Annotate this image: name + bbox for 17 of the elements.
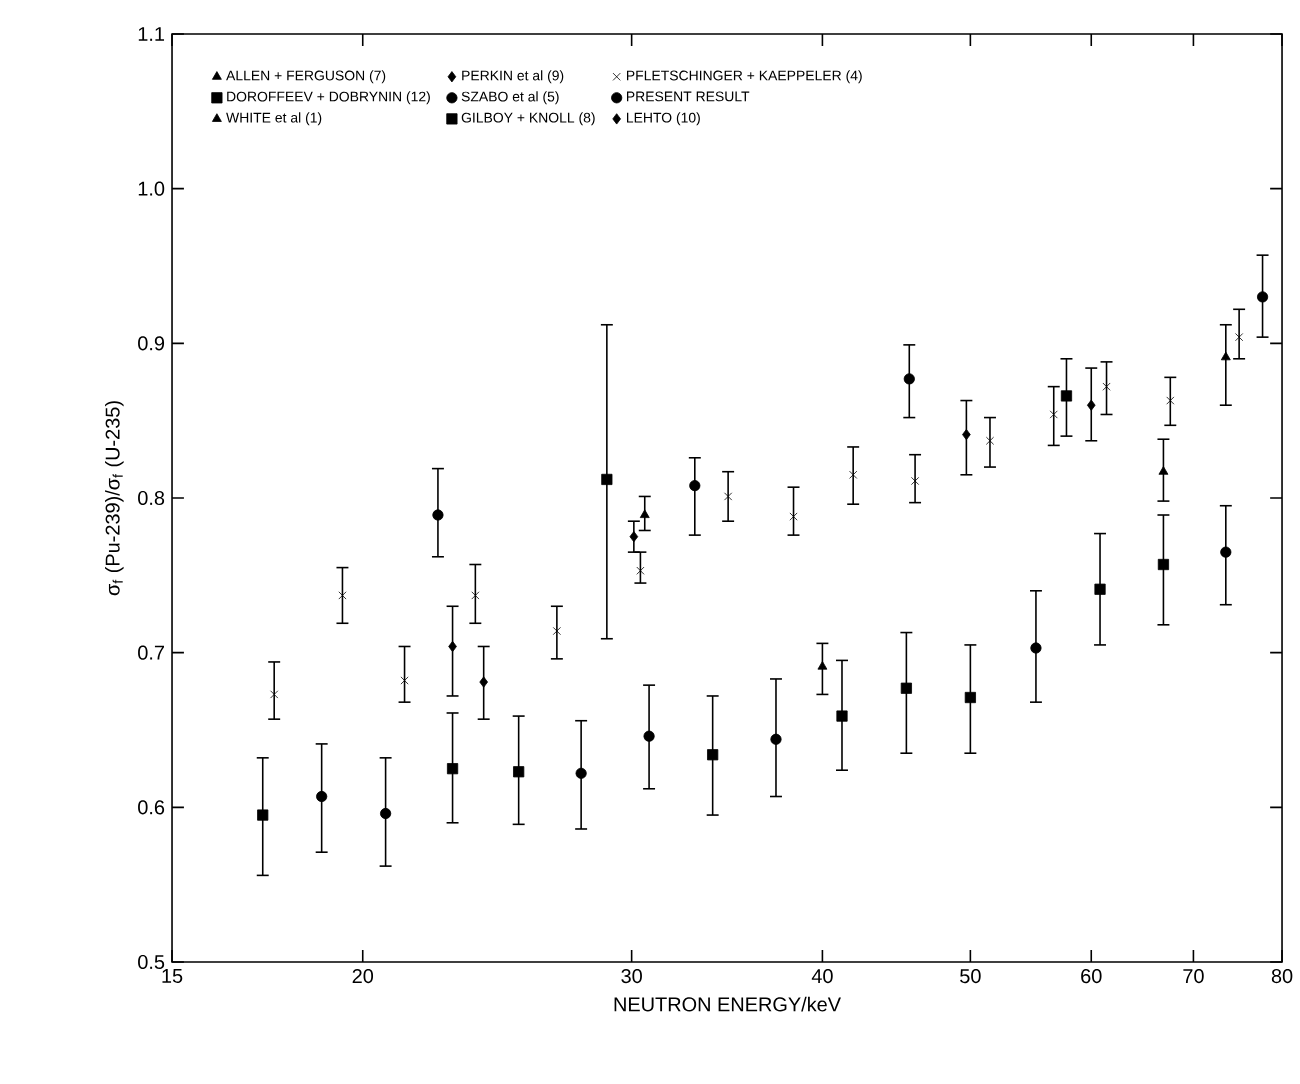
y-tick-label: 0.5	[138, 954, 165, 970]
y-tick-label: 1.1	[138, 27, 165, 41]
x-tick-label: 40	[811, 969, 833, 984]
x-tick-label: 30	[621, 969, 642, 984]
x-tick-label: 70	[1183, 969, 1204, 984]
y-tick-label: 0.6	[138, 800, 165, 815]
x-tick-label: 80	[1271, 969, 1293, 984]
x-tick-label: 20	[352, 969, 374, 984]
x-tick-label: 15	[162, 969, 183, 983]
y-axis-title: σ$_{f}$ (Pu-239)/σ$_{f}$ (U-235)	[105, 401, 124, 596]
y-tick-label: 0.7	[138, 645, 164, 660]
x-tick-label: 60	[1081, 969, 1102, 984]
x-axis-title: NEUTRON ENERGY/keV	[614, 996, 841, 1012]
y-tick-label: 0.9	[138, 336, 165, 351]
x-tick-label: 50	[960, 969, 981, 984]
y-tick-label: 1.0	[138, 181, 165, 196]
y-tick-label: 0.8	[138, 490, 165, 506]
